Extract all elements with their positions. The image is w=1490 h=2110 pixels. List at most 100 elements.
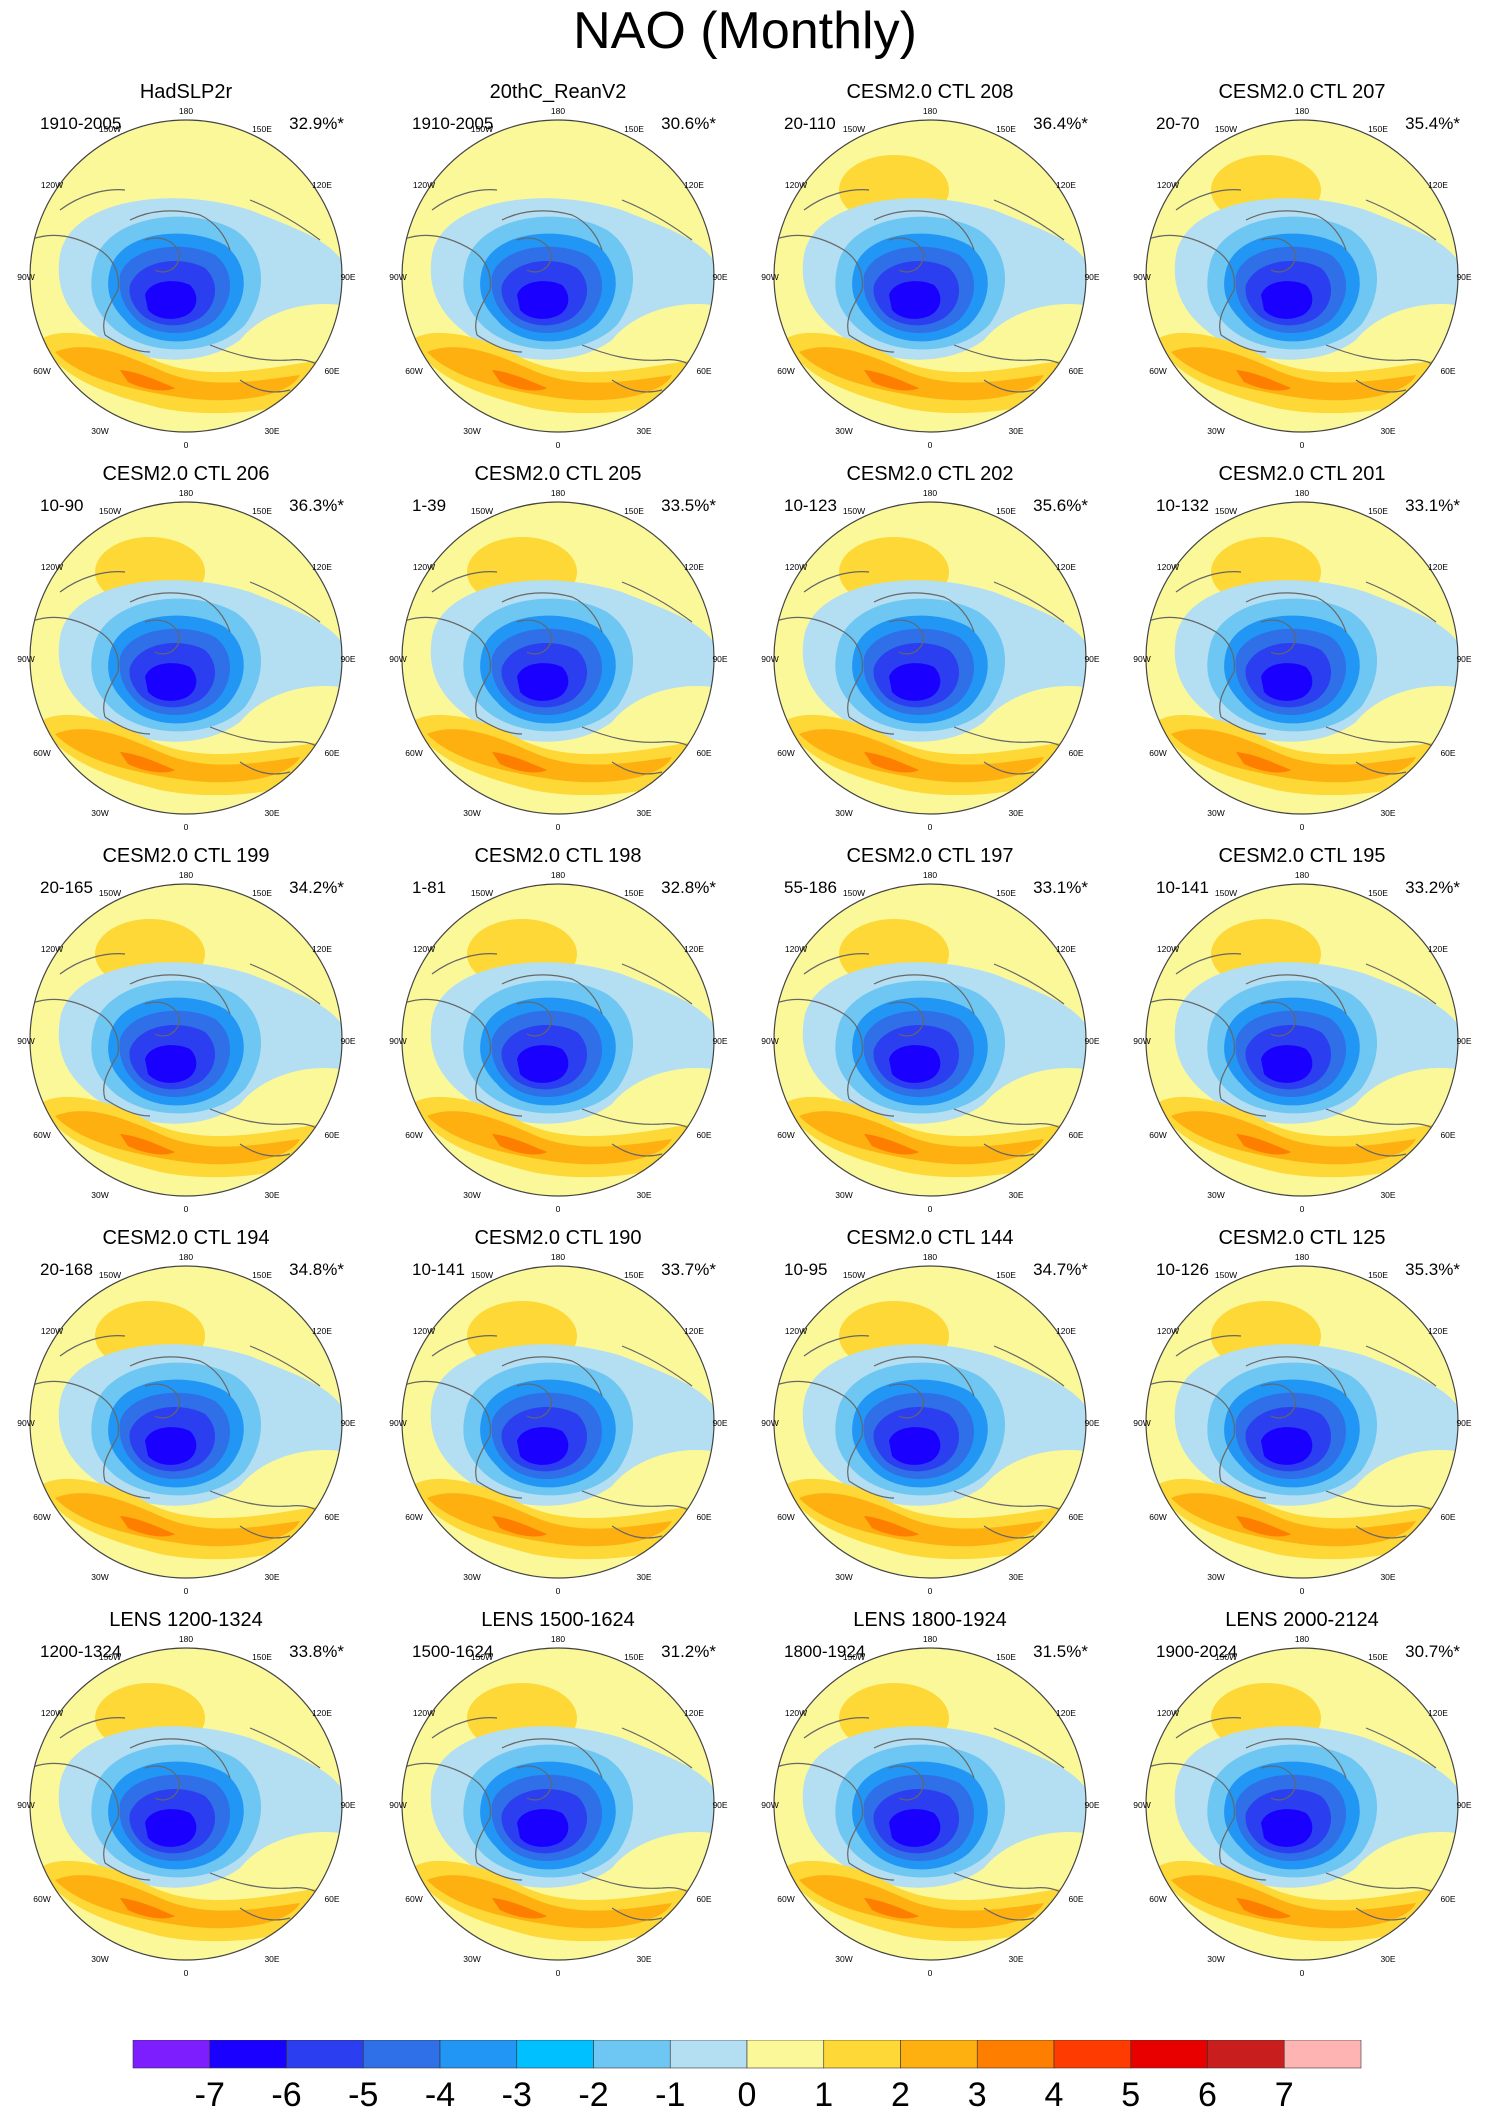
longitude-label-l60: 60W: [33, 366, 50, 376]
coastline: [431, 571, 498, 593]
coastline: [431, 1717, 498, 1739]
longitude-label-l90: 90W: [761, 1800, 778, 1810]
map-panel: 180 0 150W 150E 120W 120E 90W 90E 60W 60E 30W 30E 20…: [372, 81, 744, 462]
coastline: [59, 1335, 126, 1357]
longitude-label-l90: 90W: [389, 1418, 406, 1428]
colorbar-swatch: [746, 2040, 825, 2069]
longitude-label-top: 180: [923, 870, 937, 880]
coastline: [873, 1356, 975, 1397]
negative-anomaly-level-6: [889, 1427, 941, 1465]
panel-title: CESM2.0 CTL 201: [1218, 463, 1386, 485]
coastline: [873, 1738, 975, 1779]
coastline: [803, 189, 870, 211]
positive-anomaly-level-3: [492, 370, 547, 391]
longitude-label-l150: 150W: [99, 888, 121, 898]
longitude-label-l60: 60W: [33, 1512, 50, 1522]
panel-title: CESM2.0 CTL 144: [846, 1227, 1014, 1249]
colorbar-swatch: [1283, 2040, 1362, 2069]
longitude-label-r150: 150E: [252, 888, 272, 898]
positive-anomaly-level-2: [427, 1111, 672, 1165]
longitude-label-l150: 150W: [471, 888, 493, 898]
longitude-label-r150: 150E: [624, 888, 644, 898]
longitude-label-l120: 120W: [413, 562, 435, 572]
longitude-label-top: 180: [923, 1634, 937, 1644]
coastline: [873, 210, 975, 251]
coastline: [239, 1907, 291, 1921]
longitude-label-l150: 150W: [843, 506, 865, 516]
negative-anomaly-level-6: [517, 663, 569, 701]
longitude-label-r60: 60E: [696, 1512, 711, 1522]
coastline: [983, 761, 1035, 775]
panel-year-range: 10-95: [784, 1260, 828, 1279]
coastline: [1365, 581, 1437, 623]
panel-variance-percent: 32.8%*: [661, 878, 716, 897]
coastline: [129, 974, 231, 1015]
panel-title: CESM2.0 CTL 206: [102, 463, 270, 485]
longitude-label-top: 180: [1295, 488, 1309, 498]
longitude-label-r150: 150E: [252, 1270, 272, 1280]
longitude-label-r90: 90E: [340, 1036, 355, 1046]
coastline: [1146, 234, 1236, 336]
colorbar-label: 1: [814, 2076, 833, 2110]
longitude-label-l150: 150W: [843, 1652, 865, 1662]
longitude-label-top: 180: [1295, 870, 1309, 880]
negative-anomaly-level-6: [889, 1045, 941, 1083]
longitude-label-l30: 30W: [1207, 426, 1224, 436]
longitude-label-r60: 60E: [1068, 1894, 1083, 1904]
longitude-label-top: 180: [1295, 1252, 1309, 1262]
longitude-label-l150: 150W: [99, 1652, 121, 1662]
panel-variance-percent: 32.9%*: [289, 114, 344, 133]
longitude-label-l120: 120W: [413, 180, 435, 190]
longitude-label-l120: 120W: [785, 180, 807, 190]
coastline: [30, 234, 120, 336]
coastline: [1260, 237, 1297, 273]
coastline: [611, 1907, 663, 1921]
longitude-label-l30: 30W: [91, 1954, 108, 1964]
longitude-label-l30: 30W: [835, 1954, 852, 1964]
coastline: [501, 974, 603, 1015]
longitude-label-r30: 30E: [636, 1572, 651, 1582]
coastline: [774, 234, 864, 336]
longitude-label-r60: 60E: [1440, 1512, 1455, 1522]
longitude-label-r150: 150E: [624, 1652, 644, 1662]
coastline: [516, 619, 553, 655]
coastline: [59, 571, 126, 593]
coastline: [402, 998, 492, 1100]
coastline: [402, 616, 492, 718]
coastline: [993, 1727, 1065, 1769]
longitude-label-l120: 120W: [413, 1326, 435, 1336]
longitude-label-r90: 90E: [712, 1800, 727, 1810]
panel-variance-percent: 36.4%*: [1033, 114, 1088, 133]
coastline: [1220, 334, 1267, 353]
colorbar-swatch: [1207, 2040, 1285, 2069]
coastline: [104, 1480, 151, 1499]
polar-map: 180 0 150W 150E 120W 120E 90W 90E 60W 60E 30W 30E: [761, 1634, 1100, 1978]
panel-variance-percent: 36.3%*: [289, 496, 344, 515]
longitude-label-r150: 150E: [624, 1270, 644, 1280]
longitude-label-l30: 30W: [1207, 1190, 1224, 1200]
colorbar-swatch: [439, 2040, 518, 2069]
coastline: [30, 616, 120, 718]
panel-variance-percent: 35.4%*: [1405, 114, 1460, 133]
positive-anomaly-level-3: [120, 1516, 175, 1537]
longitude-label-r150: 150E: [1368, 1652, 1388, 1662]
colorbar-label: 7: [1275, 2076, 1294, 2110]
coastline: [1175, 1717, 1242, 1739]
polar-map: 180 0 150W 150E 120W 120E 90W 90E 60W 60E 30W 30E: [1133, 106, 1472, 450]
longitude-label-l150: 150W: [843, 1270, 865, 1280]
negative-anomaly-level-6: [145, 663, 197, 701]
coastline: [1355, 379, 1407, 393]
coastline: [888, 1001, 925, 1037]
coastline: [1260, 1765, 1297, 1801]
coastline: [239, 1525, 291, 1539]
longitude-label-top: 180: [923, 1252, 937, 1262]
panel-year-range: 1200-1324: [40, 1642, 122, 1661]
map-panel: 180 0 150W 150E 120W 120E 90W 90E 60W 60E 30W 30E CE…: [744, 845, 1116, 1226]
positive-anomaly-level-3: [120, 1898, 175, 1919]
coastline: [501, 592, 603, 633]
map-panel: 180 0 150W 150E 120W 120E 90W 90E 60W 60E 30W 30E CE…: [372, 845, 744, 1226]
coastline: [30, 998, 120, 1100]
coastline: [129, 1356, 231, 1397]
longitude-label-r90: 90E: [340, 1418, 355, 1428]
longitude-label-r30: 30E: [636, 1954, 651, 1964]
